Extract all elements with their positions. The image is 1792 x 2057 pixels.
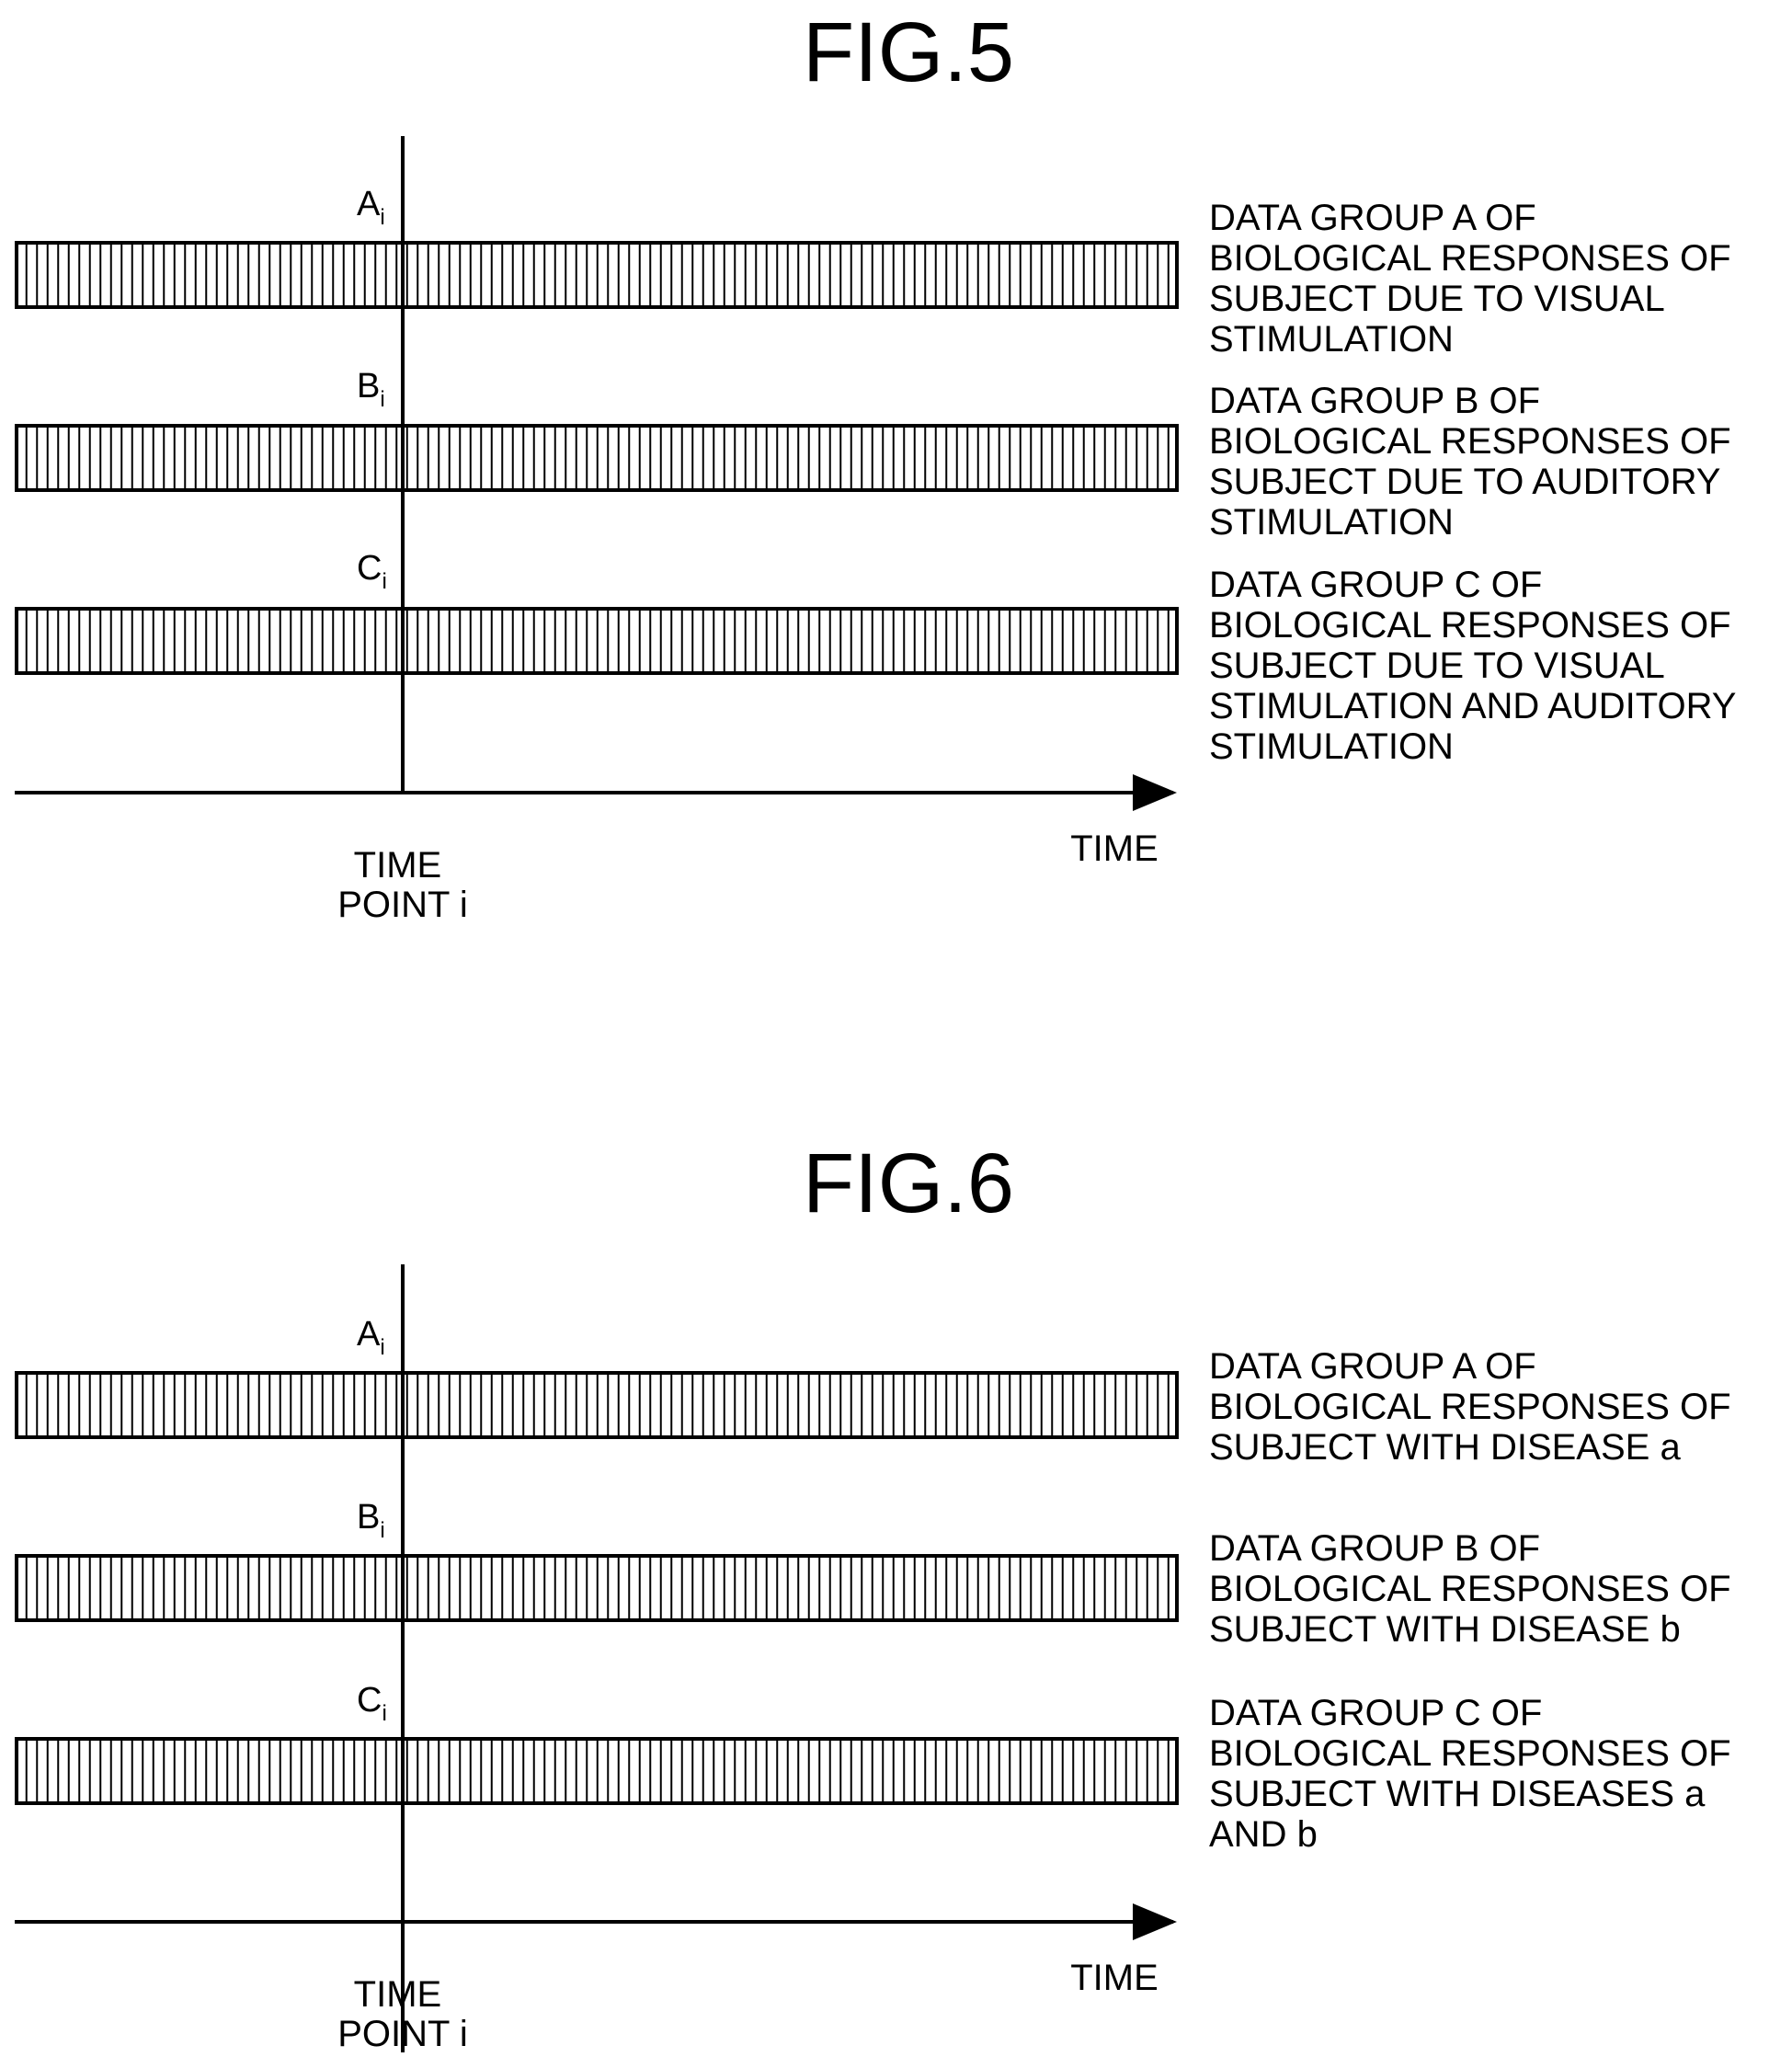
- time-point-label: TIME POINT i: [337, 1974, 468, 2052]
- figure-6: FIG.6 Ai DATA GROUP A OF BIOLOGICAL RESP…: [15, 1137, 1741, 2052]
- data-group-c: Ci DATA GROUP C OF BIOLOGICAL RESPONSES …: [17, 1681, 1741, 1855]
- group-symbol: Ai: [357, 1315, 385, 1360]
- time-point-label: TIME POINT i: [337, 845, 468, 925]
- group-description: DATA GROUP C OF BIOLOGICAL RESPONSES OF …: [1209, 565, 1746, 767]
- group-symbol: Ai: [357, 185, 385, 230]
- group-symbol: Ci: [357, 549, 387, 594]
- data-bar: [17, 1556, 1177, 1620]
- figure-title: FIG.5: [803, 6, 1014, 99]
- data-bar: [17, 426, 1177, 490]
- group-description: DATA GROUP B OF BIOLOGICAL RESPONSES OF …: [1209, 381, 1741, 543]
- data-group-a: Ai DATA GROUP A OF BIOLOGICAL RESPONSES …: [17, 185, 1741, 360]
- group-description: DATA GROUP A OF BIOLOGICAL RESPONSES OF …: [1209, 1346, 1741, 1468]
- group-symbol: Ci: [357, 1681, 387, 1726]
- group-symbol: Bi: [357, 1498, 385, 1543]
- data-group-a: Ai DATA GROUP A OF BIOLOGICAL RESPONSES …: [17, 1315, 1741, 1468]
- data-bar: [17, 609, 1177, 673]
- data-group-b: Bi DATA GROUP B OF BIOLOGICAL RESPONSES …: [17, 1498, 1741, 1650]
- data-bar: [17, 243, 1177, 307]
- data-bar: [17, 1739, 1177, 1803]
- figure-title: FIG.6: [803, 1137, 1014, 1230]
- time-axis-label: TIME: [1070, 829, 1159, 869]
- data-bar: [17, 1373, 1177, 1437]
- time-axis-label: TIME: [1070, 1958, 1159, 1998]
- group-description: DATA GROUP B OF BIOLOGICAL RESPONSES OF …: [1209, 1528, 1741, 1650]
- data-group-b: Bi DATA GROUP B OF BIOLOGICAL RESPONSES …: [17, 367, 1741, 543]
- data-group-c: Ci DATA GROUP C OF BIOLOGICAL RESPONSES …: [17, 549, 1746, 767]
- group-description: DATA GROUP C OF BIOLOGICAL RESPONSES OF …: [1209, 1693, 1741, 1855]
- group-symbol: Bi: [357, 367, 385, 412]
- figure-5: FIG.5 Ai DATA GROUP A OF BIOLOGICAL RESP…: [15, 6, 1746, 925]
- group-description: DATA GROUP A OF BIOLOGICAL RESPONSES OF …: [1209, 198, 1741, 360]
